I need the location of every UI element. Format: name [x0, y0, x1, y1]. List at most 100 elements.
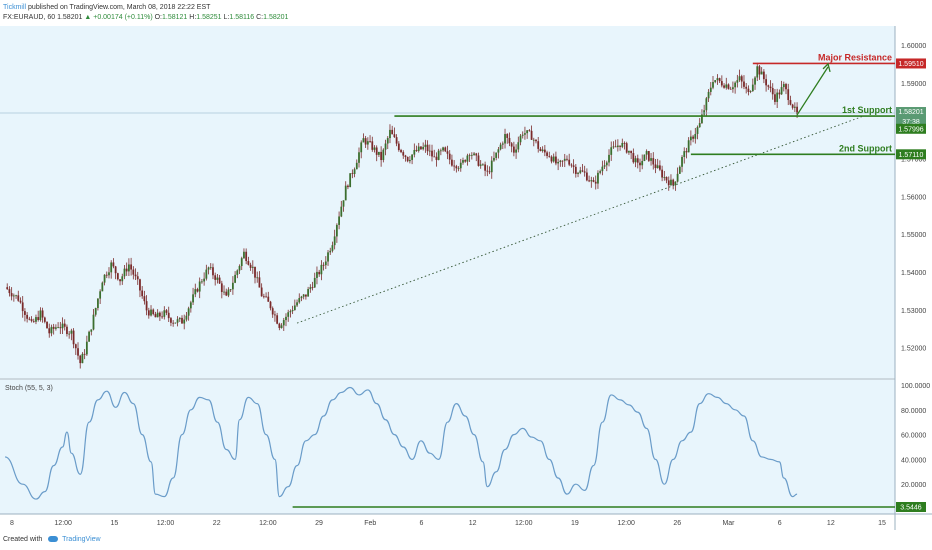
- candle-body: [422, 146, 425, 150]
- time-tick-label: 12:00: [157, 520, 175, 527]
- candle-body: [309, 287, 312, 290]
- candle-body: [125, 268, 128, 272]
- candle-body: [734, 82, 737, 88]
- candle-body: [26, 314, 29, 319]
- candle-body: [776, 92, 779, 102]
- candle-body: [404, 155, 407, 157]
- candle-body: [391, 129, 394, 135]
- candle-body: [468, 155, 471, 156]
- candle-body: [785, 84, 787, 90]
- symbol-label[interactable]: FX:EURAUD, 60: [3, 14, 56, 21]
- candle-body: [426, 144, 429, 152]
- candle-body: [178, 317, 181, 320]
- candle-body: [581, 170, 584, 172]
- candle-body: [754, 77, 756, 85]
- candle-body: [50, 326, 53, 334]
- candle-body: [274, 314, 276, 316]
- candle-body: [720, 81, 723, 86]
- candle-body: [17, 295, 20, 301]
- candle-body: [486, 170, 489, 172]
- candle-body: [24, 311, 26, 315]
- candle-body: [639, 162, 641, 166]
- candle-body: [291, 310, 294, 312]
- candle-body: [729, 88, 732, 90]
- candle-body: [145, 301, 148, 311]
- candle-body: [687, 140, 690, 153]
- candle-body: [136, 276, 139, 280]
- candle-body: [475, 153, 478, 156]
- candle-body: [207, 267, 210, 270]
- candle-body: [601, 166, 604, 172]
- candle-body: [158, 312, 161, 317]
- candle-body: [54, 327, 57, 329]
- candle-body: [557, 161, 560, 164]
- price-tick-label: 1.56000: [901, 194, 926, 201]
- candle-body: [493, 157, 495, 161]
- candle-body: [329, 250, 332, 253]
- candle-body: [99, 291, 102, 299]
- candle-body: [506, 134, 509, 138]
- time-tick-label: 12:00: [54, 520, 72, 527]
- candle-body: [650, 158, 652, 161]
- candle-body: [214, 275, 217, 280]
- stoch-tick-label: 80.0000: [901, 408, 926, 415]
- author-link[interactable]: Tickmill: [3, 4, 27, 11]
- tradingview-logo-icon: [48, 536, 59, 543]
- candle-body: [147, 310, 150, 316]
- candle-body: [541, 149, 544, 152]
- candle-body: [262, 296, 265, 298]
- candle-body: [537, 141, 540, 149]
- candle-body: [477, 155, 480, 166]
- candle-body: [709, 87, 712, 92]
- candle-body: [484, 164, 487, 171]
- candle-body: [508, 137, 511, 144]
- candle-body: [621, 142, 624, 147]
- open-value: 1.58121: [162, 14, 188, 21]
- candle-body: [769, 86, 772, 89]
- candle-body: [15, 295, 17, 297]
- stoch-tick-label: 40.0000: [901, 457, 926, 464]
- low-label: L:: [223, 14, 230, 21]
- candle-body: [555, 156, 557, 164]
- candle-body: [240, 258, 243, 267]
- price-tick-label: 1.53000: [901, 308, 926, 315]
- time-tick-label: 12:00: [259, 520, 277, 527]
- candle-body: [101, 282, 104, 292]
- candle-body: [796, 106, 798, 115]
- candle-body: [743, 81, 745, 87]
- candle-body: [751, 84, 754, 92]
- candle-body: [167, 312, 170, 319]
- candle-body: [497, 149, 500, 153]
- candle-body: [112, 262, 115, 267]
- candle-body: [296, 302, 298, 306]
- candle-body: [634, 158, 637, 163]
- candle-body: [258, 277, 261, 288]
- candle-body: [384, 143, 387, 150]
- candle-body: [139, 279, 141, 291]
- candle-body: [267, 296, 270, 302]
- candle-body: [116, 273, 119, 280]
- trendline[interactable]: [296, 115, 864, 324]
- stoch-line[interactable]: [4, 386, 798, 500]
- candle-body: [588, 180, 590, 182]
- candle-body: [185, 315, 188, 320]
- candle-body: [366, 141, 369, 145]
- candle-body: [466, 155, 469, 162]
- chart-header: Tickmill published on TradingView.com, M…: [0, 0, 932, 26]
- tradingview-link[interactable]: TradingView: [62, 536, 101, 543]
- candle-body: [459, 162, 462, 169]
- candle-body: [698, 123, 701, 128]
- candle-body: [482, 164, 484, 166]
- candle-body: [559, 160, 562, 162]
- candle-body: [342, 200, 345, 207]
- candle-body: [647, 151, 650, 161]
- candle-body: [411, 154, 413, 160]
- candle-body: [464, 160, 467, 162]
- price-change: +0.00174 (+0.11%): [93, 14, 153, 21]
- candle-body: [532, 139, 535, 141]
- candle-body: [123, 268, 126, 277]
- candle-body: [41, 310, 44, 318]
- created-with-label: Created with: [3, 536, 43, 543]
- candle-body: [174, 322, 177, 324]
